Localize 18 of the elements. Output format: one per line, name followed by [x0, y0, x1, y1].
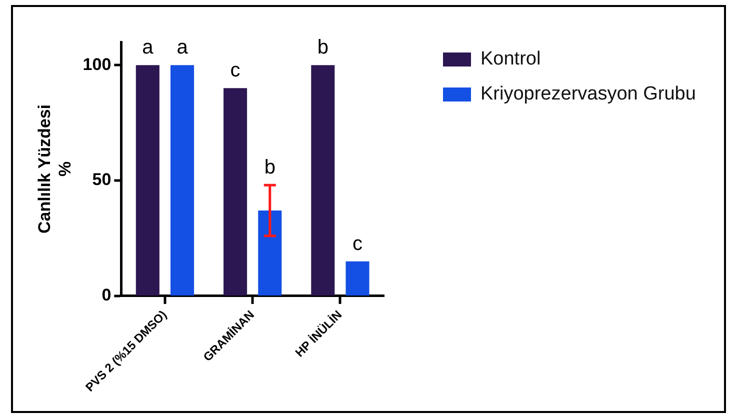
y-axis-title: Canlılık Yüzdesi %: [34, 104, 74, 234]
legend-label: Kriyoprezervasyon Grubu: [480, 84, 696, 105]
data-label: a: [142, 36, 154, 59]
bar: [136, 65, 160, 296]
bar: [258, 210, 282, 296]
y-tick-label: 50: [92, 170, 112, 190]
data-label: a: [176, 36, 189, 59]
bar: [224, 88, 248, 296]
legend-label: Kontrol: [480, 48, 541, 70]
y-tick-label: 100: [82, 54, 112, 74]
bar: [346, 261, 370, 296]
data-label: b: [264, 156, 276, 179]
bar: [170, 65, 194, 296]
bar: [311, 65, 335, 296]
data-label: b: [317, 36, 328, 59]
data-label: c: [352, 232, 362, 255]
data-label: c: [230, 60, 240, 82]
y-tick-label: 0: [102, 286, 112, 305]
